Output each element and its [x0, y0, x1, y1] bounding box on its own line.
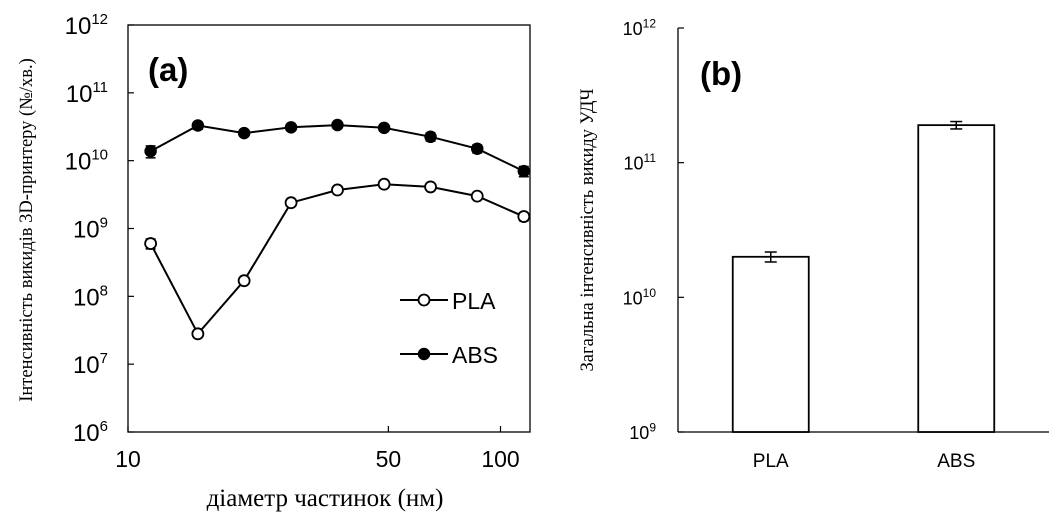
panel-b-y-tick-label: 1010	[623, 286, 657, 309]
series-pla-point	[331, 183, 344, 197]
series-abs-point	[144, 144, 157, 158]
panel-b-label: (b)	[700, 55, 742, 92]
panel-a-y-tick-label: 1012	[65, 11, 108, 40]
legend-pla-marker	[417, 293, 431, 307]
series-abs-point	[470, 142, 484, 155]
legend-pla-label: PLA	[452, 288, 496, 314]
panel-b-bar-chart: 109 1010 1011 1012 PLA ABS (b) Загальна інте…	[578, 16, 1049, 472]
series-abs-point	[191, 119, 205, 132]
series-abs-point	[237, 126, 251, 140]
panel-a-y-axis-title: Інтенсивність викидів 3D-принтеру (№/хв.…	[17, 58, 37, 402]
panel-a-line-chart: 106 107 108 109 1010 1011 1012 10 50 100 (a) діа…	[17, 11, 531, 512]
panel-a-y-tick-label: 1011	[66, 79, 108, 108]
panel-a-y-tick-label: 106	[73, 418, 108, 447]
panel-a-y-tick-label: 1010	[65, 147, 108, 176]
panel-b-category-label-pla: PLA	[753, 451, 789, 472]
bar-pla	[731, 255, 810, 433]
panel-a-y-tick-label: 108	[73, 282, 108, 311]
panel-a-legend: PLA ABS	[400, 288, 498, 368]
series-pla-point	[470, 189, 484, 203]
panel-a-x-axis-title: діаметр частинок (нм)	[207, 485, 444, 512]
series-pla-point	[144, 237, 158, 250]
series-pla-point	[191, 327, 205, 341]
panel-b-y-tick-label: 1011	[624, 151, 657, 174]
panel-a-x-tick-label: 10	[115, 446, 141, 472]
series-abs-line	[150, 124, 525, 173]
panel-b-y-axis-title: Загальна інтенсивність викиду УДЧ	[578, 88, 598, 371]
series-abs-point	[424, 130, 437, 144]
series-abs-point	[517, 164, 531, 178]
panel-b-y-tick-label: 1012	[623, 16, 657, 39]
panel-b-category-label-abs: ABS	[937, 451, 975, 472]
series-abs-point	[331, 118, 344, 132]
legend-abs-label: ABS	[452, 342, 498, 368]
panel-a-y-tick-label: 107	[73, 350, 108, 379]
series-pla-point	[237, 274, 251, 288]
series-pla-point	[284, 196, 298, 210]
panel-a-label: (a)	[148, 51, 188, 88]
series-pla-point	[424, 180, 437, 194]
series-pla-point	[377, 177, 391, 191]
bar-abs	[917, 124, 996, 433]
series-abs-point	[377, 121, 391, 135]
panel-a-x-tick-label: 50	[376, 446, 402, 472]
series-abs-point	[284, 121, 298, 134]
series-pla-point	[517, 210, 531, 223]
panel-b-y-tick-label: 109	[629, 420, 656, 443]
panel-a-y-tick-label: 109	[73, 214, 108, 243]
legend-abs-marker	[417, 347, 431, 361]
panel-a-x-tick-label: 100	[481, 446, 519, 472]
